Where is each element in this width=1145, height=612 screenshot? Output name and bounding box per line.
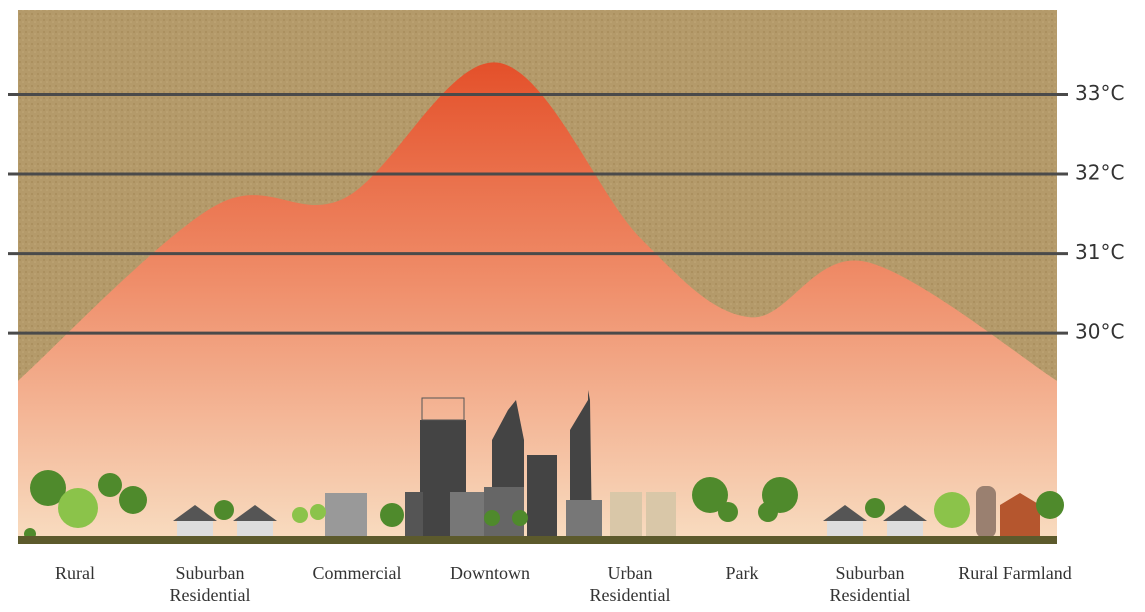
skyline — [24, 390, 1064, 540]
y-tick-label: 32°C — [1075, 161, 1124, 185]
category-label: Suburban Residential — [169, 563, 251, 605]
category-label: Rural — [55, 563, 95, 583]
category-label: Suburban Residential — [829, 563, 911, 605]
category-label: Park — [725, 563, 759, 583]
category-label: Rural Farmland — [958, 563, 1072, 583]
y-tick-label: 33°C — [1075, 81, 1124, 105]
heat-area — [18, 62, 1057, 540]
category-label: Downtown — [450, 563, 530, 583]
y-tick-label: 31°C — [1075, 240, 1124, 264]
y-tick-label: 30°C — [1075, 320, 1124, 344]
category-label: Commercial — [312, 563, 402, 583]
ground — [18, 536, 1057, 544]
category-label: Urban Residential — [589, 563, 671, 605]
